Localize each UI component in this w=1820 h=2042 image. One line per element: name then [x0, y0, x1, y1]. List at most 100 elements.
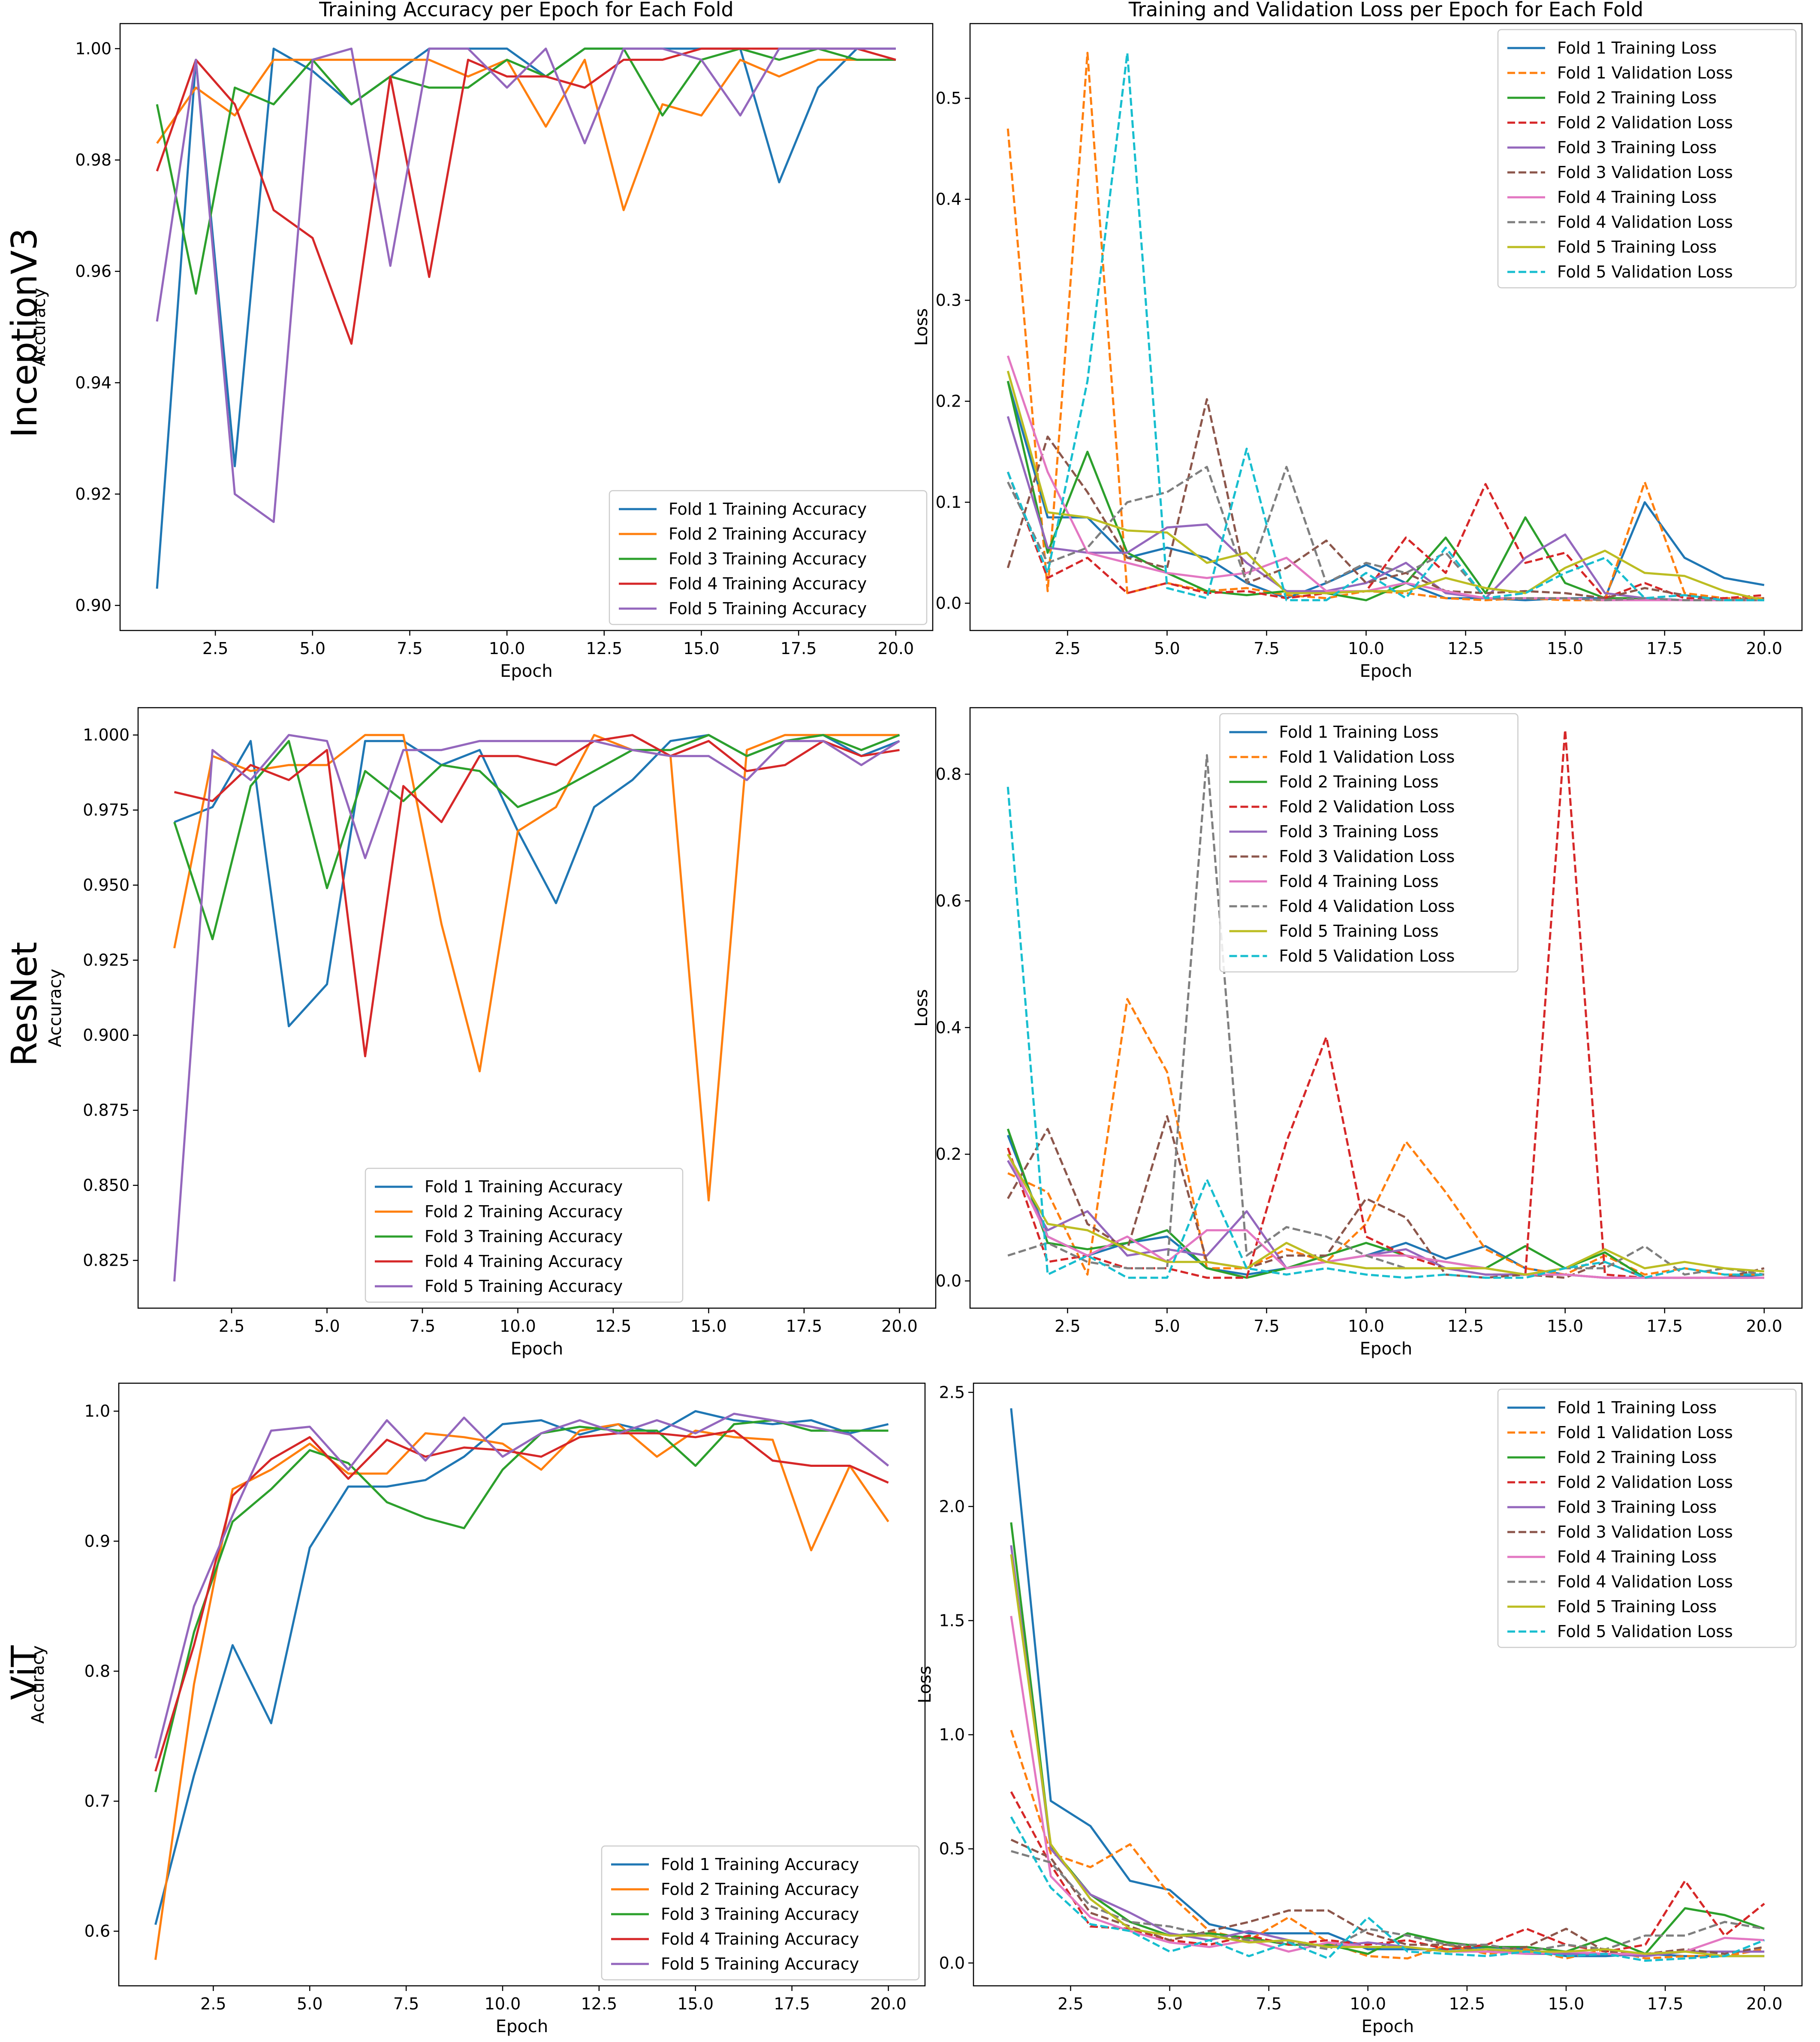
inception-loss-legend-label-7: Fold 4 Training Loss: [1557, 188, 1717, 207]
inception-loss-y-tick-label: 0.4: [936, 190, 961, 209]
inception-loss-chart: 2.5 5.0 7.5 10.0 12.5 15.0 17.5 20.0 0.0 0.1 0.2 0.…: [912, 0, 1803, 681]
inception-loss-x-tick-label: 17.5: [1646, 639, 1683, 658]
resnet-loss-legend-label-3: Fold 2 Training Loss: [1279, 772, 1439, 791]
vit-loss-series-line-6: [1010, 1839, 1765, 1955]
inception-acc-x-tick-label: 17.5: [780, 639, 817, 658]
inception-loss-x-tick-label: 20.0: [1746, 639, 1783, 658]
inception-acc-axes-frame: [119, 23, 934, 631]
resnet-loss-series-line-6: [1007, 1115, 1765, 1279]
resnet-loss-legend-label-1: Fold 1 Training Loss: [1279, 723, 1439, 742]
resnet-acc-y-tick-label: 0.825: [83, 1251, 130, 1270]
resnet-loss-legend: Fold 1 Training Loss Fold 1 Validation Lo…: [1219, 713, 1519, 973]
inception-loss-legend: Fold 1 Training Loss Fold 1 Validation Lo…: [1497, 29, 1797, 289]
inception-loss-series-line-8: [1006, 466, 1764, 601]
resnet-acc-x-tick-label: 20.0: [881, 1317, 918, 1336]
inception-acc-x-tick-label: 12.5: [586, 639, 623, 658]
resnet-acc-y-tick-label: 1.000: [83, 726, 130, 745]
vit-loss-x-tick-label: 20.0: [1746, 1994, 1783, 2013]
vit-loss-y-axis-label: Loss: [915, 1666, 935, 1704]
inception-acc-x-tick-label: 15.0: [683, 639, 720, 658]
vit-loss-y-tick-label: 0.5: [939, 1840, 965, 1858]
resnet-acc-legend-label-2: Fold 2 Training Accuracy: [425, 1202, 623, 1221]
resnet-acc-x-tick-label: 17.5: [786, 1317, 823, 1336]
resnet-loss-x-tick-label: 5.0: [1154, 1317, 1180, 1336]
vit-acc-x-tick-label: 2.5: [200, 1994, 226, 2013]
vit-acc-legend-label-1: Fold 1 Training Accuracy: [661, 1855, 859, 1874]
vit-loss-legend-label-9: Fold 5 Training Loss: [1557, 1597, 1717, 1616]
resnet-loss-plot-lines: [1006, 729, 1765, 1279]
resnet-loss-y-tick-label: 0.2: [936, 1145, 961, 1164]
vit-loss-y-tick-label: 2.5: [939, 1383, 965, 1402]
inception-acc-x-tick-label: 5.0: [300, 639, 325, 658]
inception-loss-x-tick-label: 7.5: [1254, 639, 1279, 658]
inception-loss-series-line-6: [1006, 398, 1764, 601]
resnet-acc-y-tick-label: 0.900: [83, 1026, 130, 1045]
inception-acc-legend-label-3: Fold 3 Training Accuracy: [669, 549, 867, 568]
vit-loss-y-tick-label: 1.0: [939, 1725, 965, 1744]
vit-loss-y-tick-label: 0.0: [939, 1954, 965, 1973]
inception-acc-x-tick-label: 10.0: [489, 639, 525, 658]
vit-loss-series-line-9: [1010, 1554, 1765, 1958]
resnet-acc-x-tick-label: 15.0: [690, 1317, 727, 1336]
inception-loss-y-tick-label: 0.1: [936, 493, 961, 512]
vit-acc-legend-label-2: Fold 2 Training Accuracy: [661, 1880, 859, 1899]
resnet-loss-y-tick-label: 0.8: [936, 765, 961, 784]
inception-acc-legend-box: [609, 490, 928, 625]
inception-acc-legend-label-5: Fold 5 Training Accuracy: [669, 599, 867, 618]
resnet-acc-y-tick-label: 0.875: [83, 1101, 130, 1120]
vit-loss-x-tick-label: 17.5: [1647, 1994, 1684, 2013]
inception-loss-y-axis-label: Loss: [912, 308, 931, 346]
vit-loss-series-line-2: [1010, 1730, 1765, 1960]
resnet-loss-chart: 2.5 5.0 7.5 10.0 12.5 15.0 17.5 20.0 0.0 0.2 0.4 0.…: [912, 707, 1803, 1359]
inception-loss-x-tick-label: 10.0: [1348, 639, 1384, 658]
vit-acc-y-tick-label: 0.6: [84, 1922, 110, 1941]
resnet-acc-x-tick-label: 10.0: [500, 1317, 536, 1336]
vit-loss-legend-label-4: Fold 2 Validation Loss: [1557, 1473, 1733, 1492]
resnet-accuracy-chart: 2.5 5.0 7.5 10.0 12.5 15.0 17.5 20.0 0.825 0.850 0…: [45, 707, 937, 1359]
resnet-loss-x-tick-label: 15.0: [1547, 1317, 1583, 1336]
inception-loss-title: Training and Validation Loss per Epoch f…: [1128, 0, 1643, 21]
resnet-acc-series-line-5: [173, 734, 900, 1282]
vit-loss-plot-lines: [1010, 1408, 1765, 1962]
vit-acc-x-axis-label: Epoch: [496, 2017, 548, 2036]
vit-acc-x-tick-label: 10.0: [485, 1994, 521, 2013]
resnet-loss-series-line-10: [1006, 787, 1764, 1279]
inception-loss-legend-label-5: Fold 3 Training Loss: [1557, 138, 1717, 157]
vit-acc-x-tick-label: 17.5: [774, 1994, 810, 2013]
resnet-loss-x-tick-label: 7.5: [1254, 1317, 1279, 1336]
resnet-loss-x-tick-label: 2.5: [1055, 1317, 1080, 1336]
vit-loss-legend-label-6: Fold 3 Validation Loss: [1557, 1523, 1733, 1541]
vit-loss-x-tick-label: 2.5: [1058, 1994, 1083, 2013]
vit-loss-x-tick-label: 15.0: [1548, 1994, 1585, 2013]
vit-loss-legend-label-2: Fold 1 Validation Loss: [1557, 1423, 1733, 1442]
inception-loss-x-tick-label: 12.5: [1447, 639, 1484, 658]
vit-acc-y-tick-label: 0.9: [84, 1532, 110, 1550]
inception-loss-legend-label-1: Fold 1 Training Loss: [1557, 39, 1717, 57]
resnet-acc-y-tick-label: 0.975: [83, 801, 130, 820]
vit-loss-series-line-10: [1010, 1816, 1765, 1962]
resnet-acc-plot-lines: [173, 734, 900, 1282]
inception-acc-legend-label-4: Fold 4 Training Accuracy: [669, 574, 867, 593]
inception-loss-legend-label-3: Fold 2 Training Loss: [1557, 88, 1717, 107]
vit-acc-series-line-5: [154, 1412, 889, 1759]
inception-acc-y-tick-label: 0.98: [75, 151, 111, 169]
inception-loss-y-tick-label: 0.2: [936, 392, 961, 411]
vit-acc-series-line-4: [154, 1430, 889, 1772]
vit-acc-y-tick-label: 0.8: [84, 1662, 110, 1680]
resnet-loss-axes-frame: [969, 707, 1803, 1309]
resnet-acc-legend-box: [365, 1167, 684, 1303]
vit-loss-legend: Fold 1 Training Loss Fold 1 Validation Lo…: [1497, 1388, 1797, 1648]
inception-acc-series-line-4: [156, 47, 896, 345]
resnet-loss-x-axis-label: Epoch: [1360, 1339, 1412, 1359]
inception-acc-y-axis-label: Accuracy: [30, 288, 49, 366]
inception-loss-legend-label-4: Fold 2 Validation Loss: [1557, 113, 1733, 132]
inception-loss-series-line-9: [1006, 371, 1765, 601]
inception-acc-y-tick-label: 0.90: [75, 596, 111, 615]
resnet-acc-x-axis-label: Epoch: [511, 1339, 563, 1359]
vit-acc-legend-label-4: Fold 4 Training Accuracy: [661, 1930, 859, 1948]
vit-acc-x-tick-label: 5.0: [297, 1994, 322, 2013]
inception-loss-series-line-5: [1006, 416, 1764, 601]
vit-loss-series-line-7: [1010, 1616, 1765, 1955]
inception-acc-legend: Fold 1 Training Accuracy Fold 2 Training …: [609, 490, 928, 625]
